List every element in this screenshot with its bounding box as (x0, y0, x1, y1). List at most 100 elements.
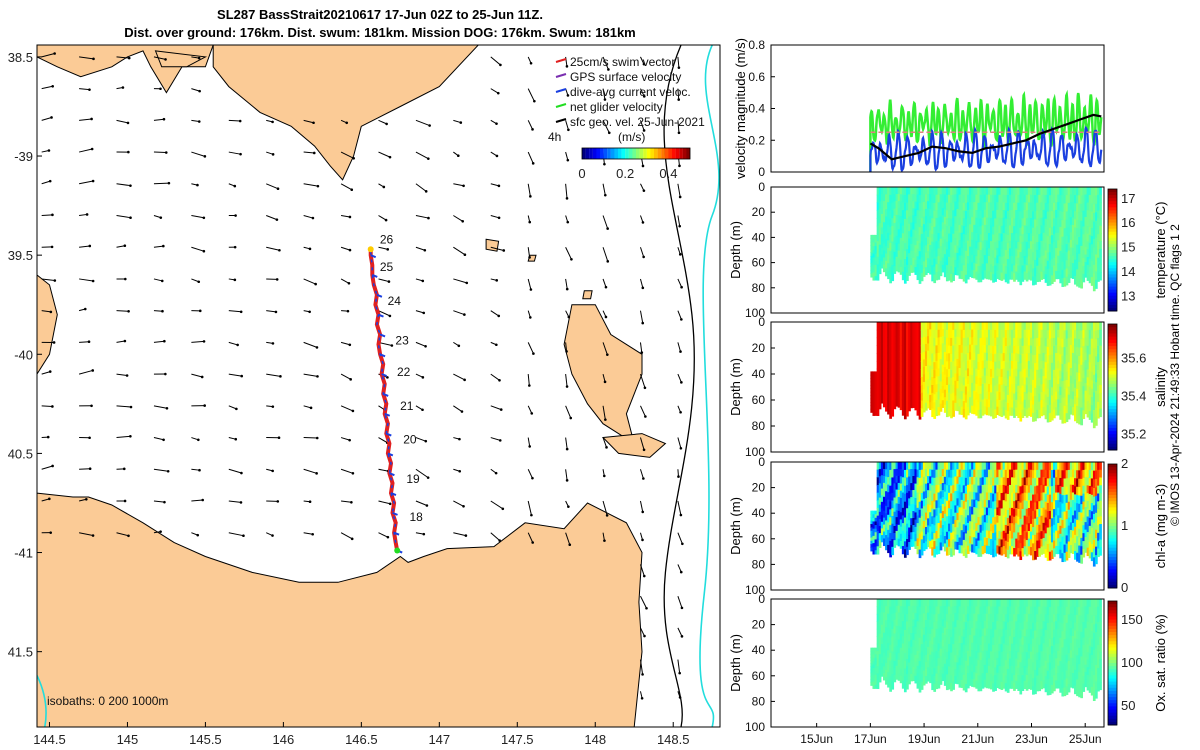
section-cell (903, 354, 907, 363)
section-cell (910, 386, 913, 394)
section-cell (996, 322, 1000, 331)
section-cell (876, 225, 880, 235)
section-cell (960, 209, 964, 219)
section-cell (1027, 345, 1031, 354)
section-cell (935, 345, 939, 354)
section-cell (1000, 377, 1004, 386)
section-cell (956, 260, 960, 269)
section-cell (939, 542, 943, 551)
section-cell (1034, 346, 1037, 356)
legend-colorbar-cell (582, 148, 586, 159)
section-cell (1046, 527, 1050, 537)
section-cell (960, 515, 964, 524)
section-cell (876, 360, 880, 370)
section-cell (1029, 345, 1033, 355)
section-cell (971, 344, 974, 354)
section-cell (1015, 210, 1018, 219)
section-cell (985, 322, 989, 331)
section-cell (1097, 361, 1100, 371)
section-cell (1006, 235, 1010, 244)
section-cell (899, 252, 903, 261)
section-cell (916, 507, 920, 517)
section-cell (1036, 187, 1039, 196)
current-vector (78, 148, 93, 153)
section-cell (1069, 202, 1073, 211)
section-cell (893, 605, 897, 614)
section-cell (1044, 274, 1048, 283)
section-cell (891, 621, 895, 630)
current-vector (41, 180, 51, 185)
section-cell (891, 272, 895, 282)
section-cell (973, 375, 976, 384)
section-cell (1046, 219, 1050, 229)
current-vector-head (312, 121, 315, 125)
section-cell (948, 546, 951, 556)
section-cell (895, 475, 899, 484)
section-cell (979, 493, 983, 502)
section-cell (966, 345, 970, 354)
section-cell (939, 344, 943, 353)
section-cell (895, 350, 899, 358)
section-cell (918, 227, 922, 236)
section-cell (1053, 194, 1056, 204)
section-cell (1065, 338, 1069, 348)
section-cell (1017, 257, 1021, 267)
section-cell (962, 226, 966, 235)
section-cell (903, 378, 907, 388)
section-cell (998, 399, 1002, 409)
section-cell (994, 329, 997, 339)
section-cell (908, 498, 911, 507)
section-cell (1065, 330, 1069, 340)
current-vector-head (680, 635, 684, 638)
section-cell (1013, 273, 1016, 282)
legend-colorbar-cell (625, 148, 629, 159)
section-cell (1036, 249, 1039, 259)
section-cell (885, 505, 888, 514)
section-cell (958, 263, 962, 272)
current-vector (602, 500, 608, 516)
section-cell (1057, 376, 1060, 385)
section-cell (1055, 477, 1058, 486)
section-cell (870, 510, 874, 515)
section-cell (977, 532, 981, 542)
current-vector (303, 278, 316, 285)
section-cell (1099, 400, 1102, 410)
section-cell (941, 469, 945, 477)
section-cell (1006, 501, 1010, 511)
section-cell (1023, 210, 1027, 219)
section-cell (1090, 486, 1094, 496)
section-cell (1021, 469, 1025, 479)
section-cell (971, 405, 974, 414)
section-cell (1023, 263, 1027, 273)
section-cell (1053, 540, 1056, 549)
section-cell (872, 684, 876, 689)
section-cell (941, 357, 945, 366)
section-cell (1036, 273, 1039, 283)
section-cell (987, 368, 991, 377)
section-cell (945, 377, 949, 386)
legend-colorbar-cell (686, 148, 691, 159)
section-cell (912, 364, 916, 373)
section-cell (1076, 405, 1079, 415)
section-cell (1004, 524, 1008, 534)
section-cell (1034, 187, 1037, 196)
section-cell (981, 187, 985, 196)
section-cell (1008, 360, 1012, 370)
section-cell (1078, 545, 1081, 555)
section-cell (973, 344, 976, 354)
section-cell (1021, 532, 1025, 541)
section-cell (950, 548, 953, 557)
section-cell (1046, 371, 1050, 381)
section-cell (1095, 487, 1098, 497)
section-cell (1019, 195, 1023, 204)
colorbar-cell (1108, 213, 1117, 217)
current-vector (639, 437, 645, 450)
section-cell (870, 245, 874, 250)
section-cell (899, 245, 903, 253)
section-cell (977, 329, 981, 339)
section-cell (899, 462, 903, 470)
colorbar-cell (1108, 467, 1117, 471)
current-vector-head (162, 438, 165, 442)
section-cell (960, 345, 964, 354)
section-cell (1069, 492, 1073, 501)
